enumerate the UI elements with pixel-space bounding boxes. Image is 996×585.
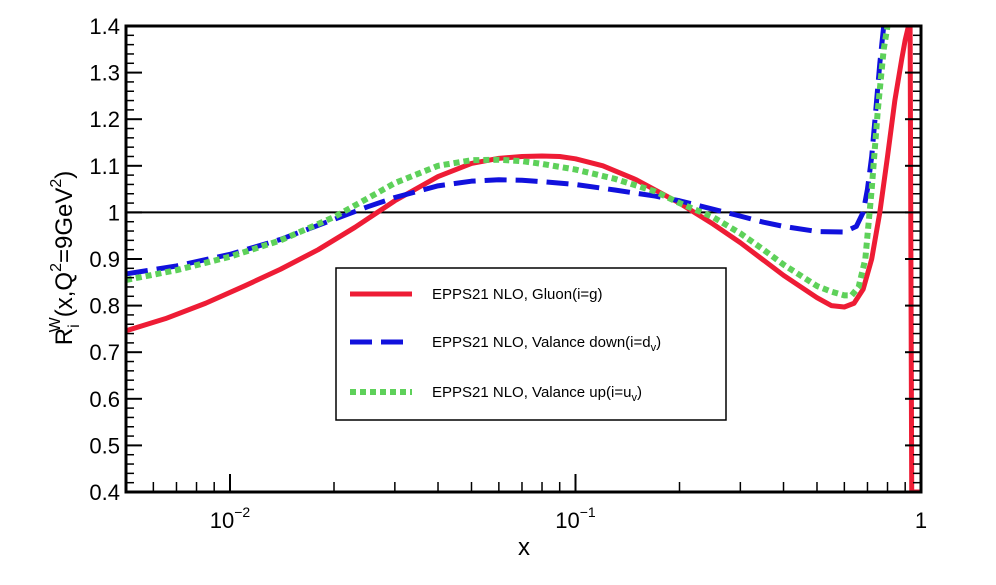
x-tick-label: 10−2: [210, 504, 251, 533]
series-group: [126, 26, 921, 492]
y-tick-label: 0.9: [89, 247, 120, 272]
legend-label-valence-down: EPPS21 NLO, Valance down(i=dv): [432, 334, 661, 354]
x-tick-labels: 10−2 10−1 1: [210, 504, 927, 533]
y-tick-label: 1: [108, 200, 120, 225]
y-tick-label: 1.1: [89, 154, 120, 179]
y-tick-label: 0.7: [89, 340, 120, 365]
series-line-valence-up: [126, 26, 891, 299]
x-tick-label: 1: [915, 508, 927, 533]
y-tick-label: 1.4: [89, 14, 120, 39]
legend: EPPS21 NLO, Gluon(i=g) EPPS21 NLO, Valan…: [335, 267, 727, 421]
ticks-group: [125, 25, 921, 493]
legend-label-valence-up: EPPS21 NLO, Valance up(i=uv): [432, 384, 642, 404]
series-line-gluon: [126, 26, 921, 492]
y-tick-label: 0.4: [89, 480, 120, 505]
legend-label-gluon: EPPS21 NLO, Gluon(i=g): [432, 286, 603, 303]
y-tick-label: 0.8: [89, 294, 120, 319]
x-axis-title: x: [518, 534, 530, 561]
series-line-valence-down: [126, 26, 887, 277]
plot-frame: [124, 24, 923, 494]
y-tick-labels: 0.4 0.5 0.6 0.7 0.8 0.9 1 1.1 1.2 1.3 1.4: [89, 14, 120, 505]
y-tick-label: 0.5: [89, 433, 120, 458]
y-tick-label: 1.3: [89, 61, 120, 86]
y-tick-label: 1.2: [89, 107, 120, 132]
y-tick-label: 0.6: [89, 387, 120, 412]
x-tick-label: 10−1: [555, 504, 596, 533]
y-axis-title: RiW(x,Q2=9GeV2): [47, 171, 83, 346]
